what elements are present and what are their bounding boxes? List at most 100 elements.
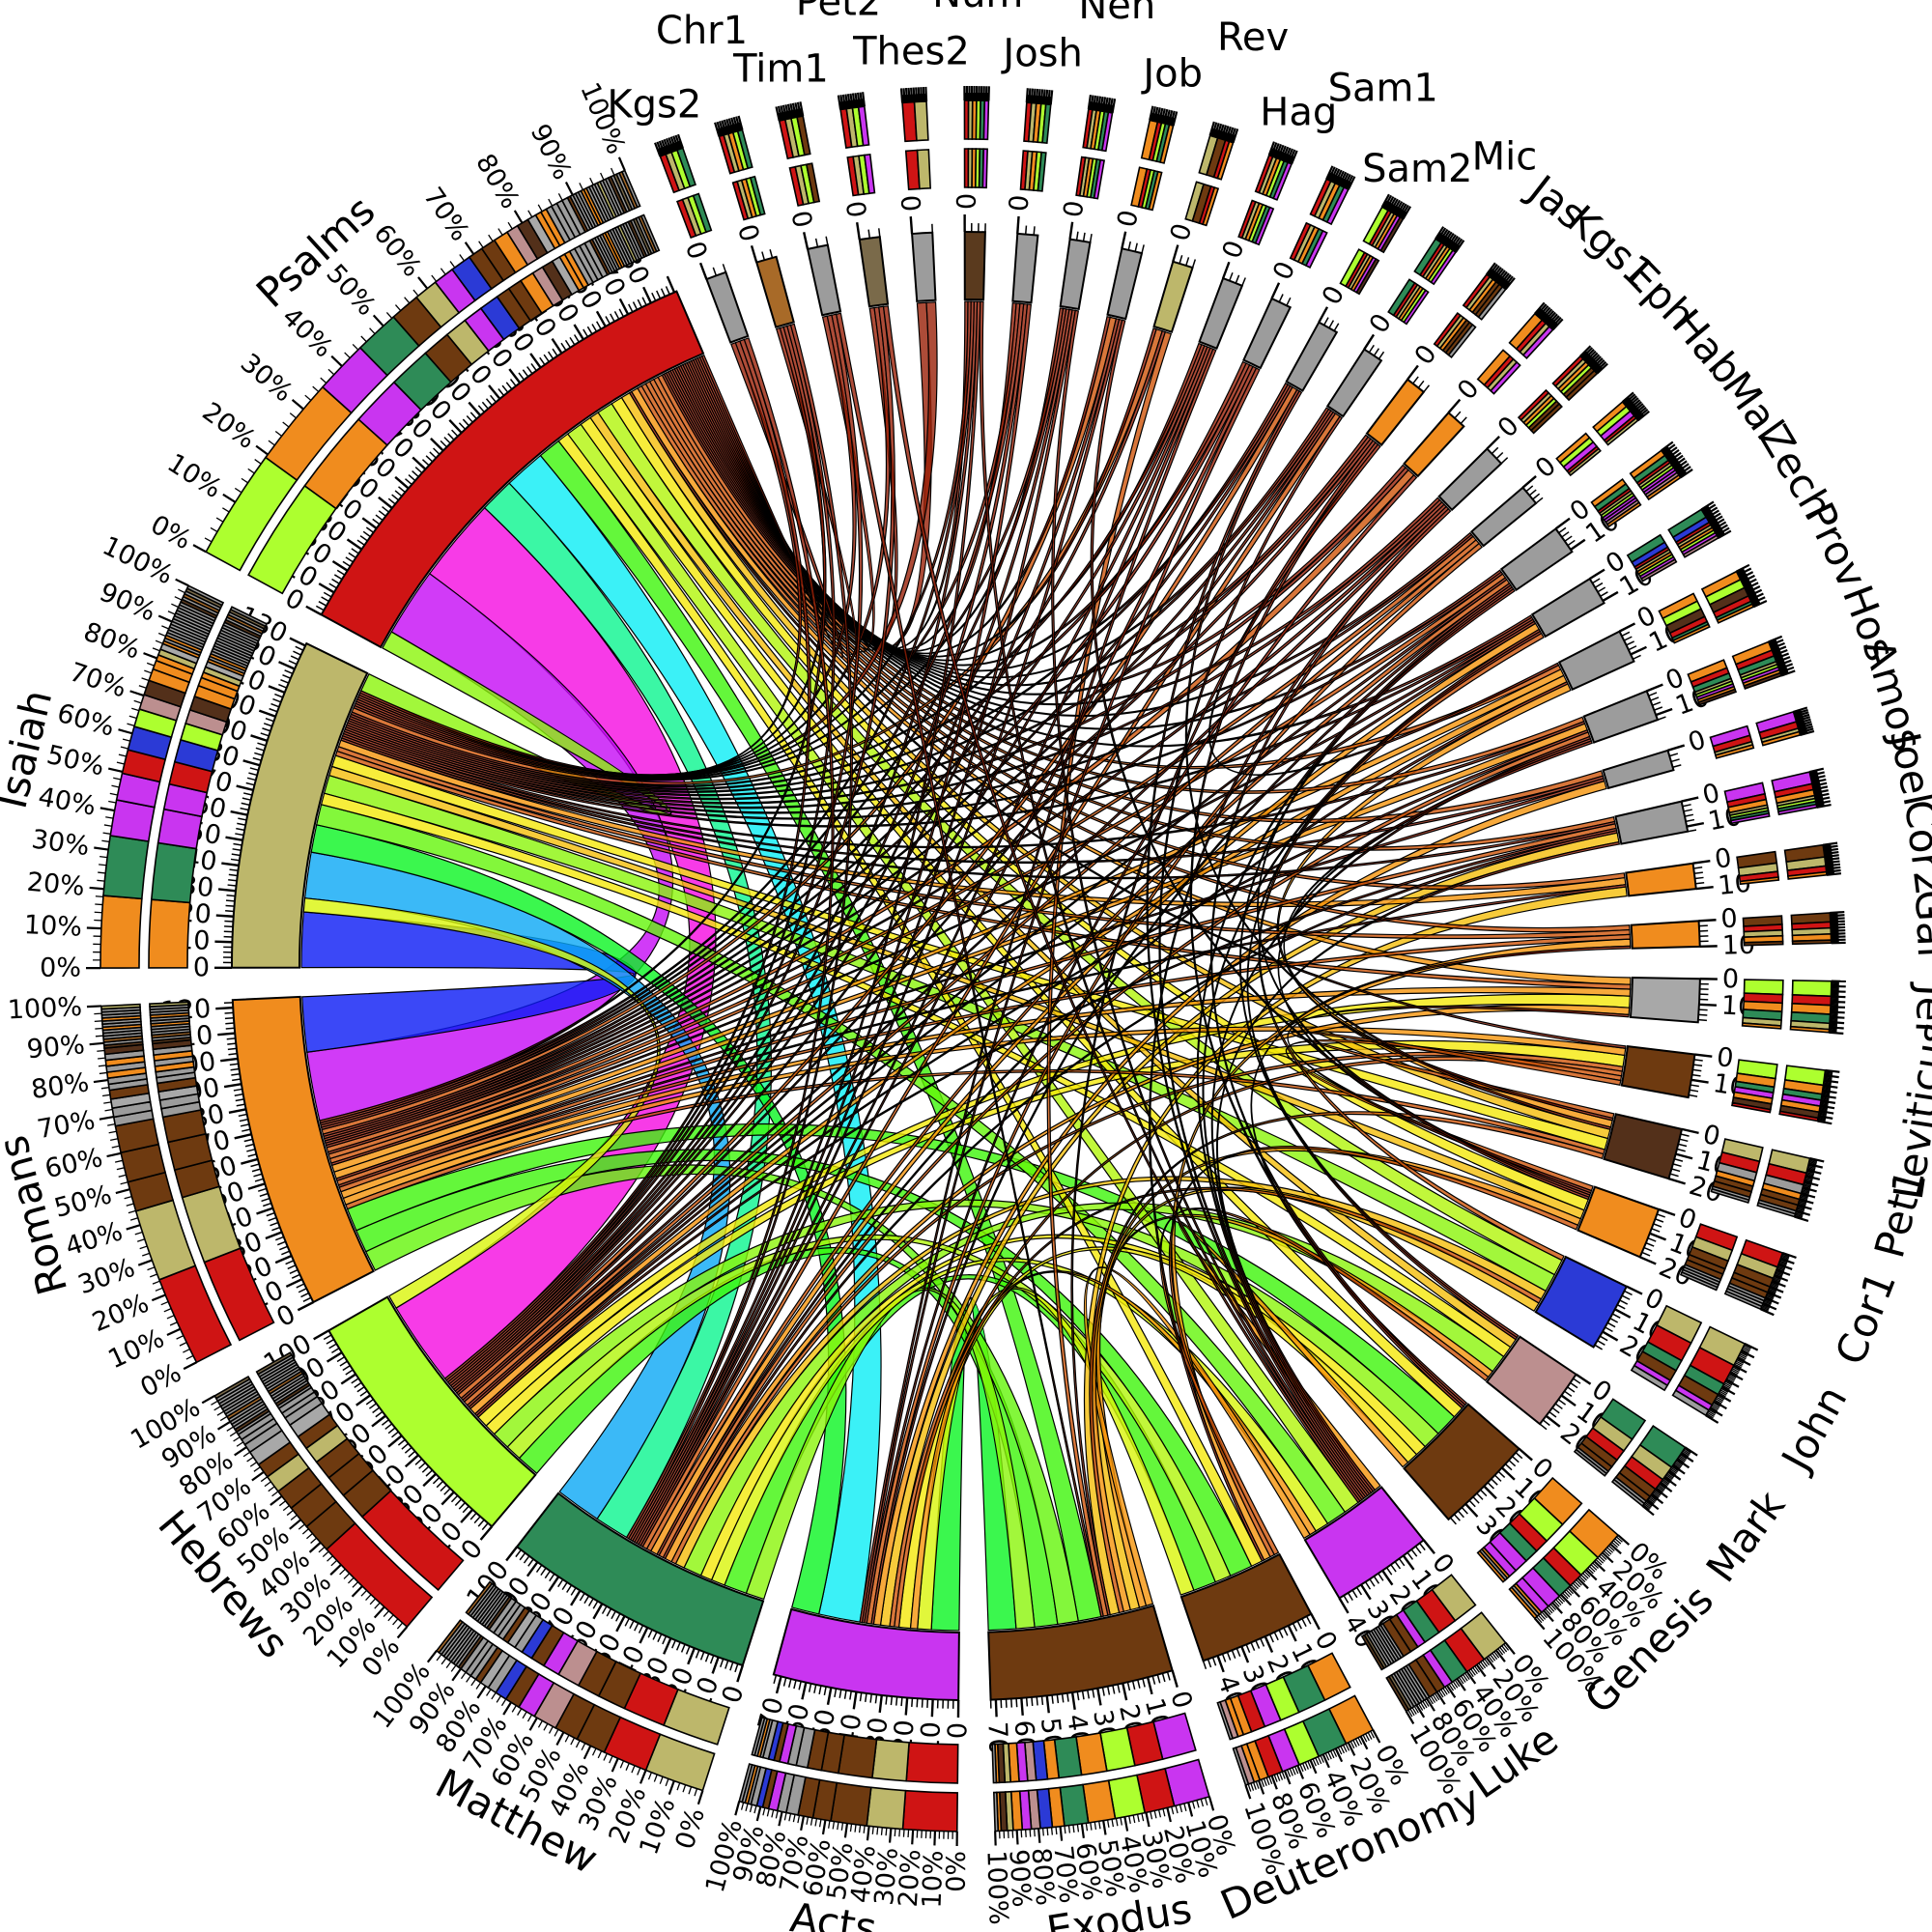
ring-outer xyxy=(1789,980,1833,1034)
tick xyxy=(95,1035,103,1037)
tick xyxy=(1820,1101,1829,1105)
tick xyxy=(310,1537,318,1544)
tick xyxy=(1822,1092,1831,1094)
percent-ticks xyxy=(714,115,744,137)
tick xyxy=(544,1570,552,1579)
tick xyxy=(1555,1599,1562,1606)
tick xyxy=(1571,1584,1577,1591)
tick xyxy=(1823,1087,1832,1090)
tick xyxy=(496,1695,501,1703)
tick xyxy=(1813,789,1829,795)
ring-outer xyxy=(738,1763,958,1833)
tick xyxy=(1773,648,1788,657)
tick xyxy=(729,1662,734,1671)
tick xyxy=(404,1454,419,1468)
ring-outer xyxy=(778,115,811,160)
tick xyxy=(369,327,376,334)
tick xyxy=(855,222,861,241)
ring-outer xyxy=(1723,1238,1784,1311)
tick xyxy=(1561,531,1570,538)
scale-tick-label: 0 xyxy=(895,194,925,213)
tick xyxy=(1409,1708,1415,1717)
tick xyxy=(1470,1668,1476,1676)
tick xyxy=(1645,1241,1655,1247)
tick xyxy=(1768,639,1776,643)
tick xyxy=(1777,663,1786,668)
tick xyxy=(843,1823,849,1838)
tick xyxy=(372,314,384,327)
chord-ribbon-Hebrews-Hag xyxy=(455,346,1211,1396)
tick xyxy=(1115,1818,1119,1827)
tick xyxy=(327,1555,333,1562)
tick xyxy=(288,660,298,666)
tick xyxy=(301,1528,309,1535)
tick xyxy=(1162,1808,1166,1817)
tick xyxy=(1352,1740,1358,1747)
tick xyxy=(634,1622,639,1632)
book-label-hag: Hag xyxy=(1260,91,1337,135)
tick xyxy=(1420,1702,1426,1710)
tick xyxy=(128,1209,136,1214)
percent-ticks xyxy=(994,1796,1215,1846)
tick xyxy=(290,655,299,661)
tick xyxy=(680,1643,686,1653)
tick xyxy=(625,1763,630,1771)
tick xyxy=(1776,1266,1785,1271)
tick xyxy=(1672,764,1682,769)
tick xyxy=(1823,1084,1838,1089)
tick xyxy=(118,753,127,757)
tick xyxy=(1804,1178,1813,1181)
book-arc-amos xyxy=(1602,749,1675,790)
tick xyxy=(1494,1649,1506,1662)
tick xyxy=(687,1647,696,1665)
tick xyxy=(1106,1686,1111,1695)
tick xyxy=(1744,1344,1751,1350)
tick xyxy=(108,800,117,804)
tick xyxy=(1368,344,1375,354)
tick xyxy=(109,792,118,796)
tick xyxy=(600,172,605,181)
tick xyxy=(1211,1657,1217,1666)
tick xyxy=(1657,716,1666,721)
ring-inner xyxy=(1184,181,1220,227)
tick xyxy=(1609,1318,1619,1323)
tick xyxy=(1283,1627,1289,1636)
tick xyxy=(1815,800,1832,806)
tick xyxy=(828,1820,831,1829)
tick xyxy=(1807,1165,1816,1170)
tick xyxy=(331,1347,340,1353)
tick xyxy=(291,1273,300,1279)
ring-segment xyxy=(1739,876,1780,886)
tick xyxy=(459,254,466,262)
tick xyxy=(305,605,323,616)
tick xyxy=(573,324,584,341)
tick xyxy=(1647,1237,1657,1242)
tick xyxy=(136,1238,145,1242)
tick xyxy=(1497,1648,1504,1656)
ring-segment xyxy=(1093,158,1106,200)
ring-segment xyxy=(1682,534,1719,558)
scale-ticks xyxy=(1539,1373,1592,1431)
tick xyxy=(1797,1204,1812,1210)
tick xyxy=(1763,1301,1772,1307)
book-arc-tim1 xyxy=(806,243,842,317)
ring-inner xyxy=(788,162,821,207)
tick xyxy=(1727,1377,1735,1381)
ring-outer xyxy=(839,105,870,149)
tick xyxy=(1232,128,1239,144)
tick xyxy=(1565,1589,1573,1596)
tick xyxy=(157,614,173,623)
tick xyxy=(1121,231,1127,249)
tick xyxy=(814,238,819,247)
tick xyxy=(1287,1625,1297,1642)
tick xyxy=(528,1717,538,1731)
tick xyxy=(1066,1692,1069,1702)
tick xyxy=(270,1494,283,1506)
tick xyxy=(1774,1273,1782,1278)
chord-ribbon-Cor1-Hos xyxy=(1277,737,1593,1196)
scale-ticks xyxy=(1681,796,1705,833)
tick xyxy=(373,1605,385,1619)
tick xyxy=(797,1815,801,1824)
